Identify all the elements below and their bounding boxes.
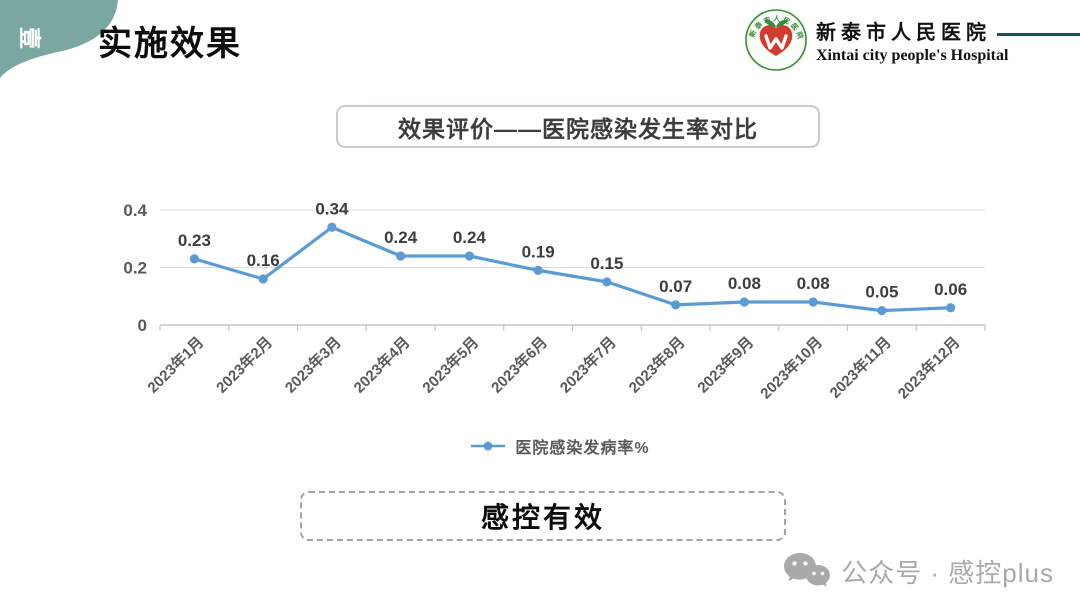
x-category-label: 2023年6月 bbox=[488, 333, 551, 396]
data-point bbox=[671, 300, 681, 310]
section-number: 壹 bbox=[17, 27, 42, 49]
chart-area: 0 0.2 0.4 0.23 0.16 0.34 0.24 0.24 0.19 0.15 0.07 0… bbox=[110, 180, 1010, 430]
data-point bbox=[258, 274, 268, 284]
x-category-label: 2023年11月 bbox=[826, 333, 895, 402]
data-label: 0.07 bbox=[659, 277, 692, 296]
legend-line-marker-icon bbox=[471, 441, 506, 451]
header-rule bbox=[997, 33, 1080, 36]
data-point bbox=[189, 254, 199, 264]
x-category-label: 2023年7月 bbox=[556, 333, 619, 396]
x-category-label: 2023年12月 bbox=[894, 333, 963, 402]
data-point bbox=[396, 251, 406, 261]
y-tick-label: 0 bbox=[138, 316, 147, 335]
chart-legend: 医院感染发病率% bbox=[110, 434, 1010, 458]
conclusion-box: 感控有效 bbox=[300, 491, 786, 541]
data-point bbox=[808, 297, 818, 307]
x-category-label: 2023年9月 bbox=[694, 333, 757, 396]
data-point bbox=[877, 306, 887, 316]
hospital-name-en: Xintai city people's Hospital bbox=[816, 46, 1009, 64]
infection-rate-line-chart: 0 0.2 0.4 0.23 0.16 0.34 0.24 0.24 0.19 0.15 0.07 0… bbox=[123, 199, 986, 402]
corner-tab-shape bbox=[0, 0, 118, 78]
watermark-text: 公众号 · 感控plus bbox=[841, 557, 1054, 588]
section-corner-tab: 壹 bbox=[0, 0, 118, 78]
data-point bbox=[464, 251, 474, 261]
data-label: 0.23 bbox=[178, 231, 211, 250]
data-point bbox=[327, 222, 337, 232]
data-label: 0.24 bbox=[384, 228, 418, 247]
x-category-label: 2023年5月 bbox=[419, 333, 482, 396]
x-category-label: 2023年4月 bbox=[350, 333, 413, 396]
logo-leaf-right bbox=[776, 19, 788, 27]
data-point bbox=[739, 297, 749, 307]
data-label: 0.34 bbox=[315, 199, 349, 218]
hospital-name-block: 新泰市人民医院 Xintai city people's Hospital bbox=[816, 16, 1008, 65]
x-category-label: 2023年1月 bbox=[144, 333, 207, 396]
data-point bbox=[946, 303, 956, 313]
data-point bbox=[602, 277, 612, 287]
watermark: 公众号 · 感控plus bbox=[783, 551, 1054, 591]
hospital-name-cn: 新泰市人民医院 bbox=[816, 21, 991, 44]
x-category-label: 2023年8月 bbox=[625, 333, 688, 396]
data-label: 0.08 bbox=[797, 274, 830, 293]
legend-label: 医院感染发病率% bbox=[515, 440, 650, 457]
data-label: 0.15 bbox=[590, 254, 623, 273]
x-category-label: 2023年10月 bbox=[757, 333, 826, 402]
y-tick-label: 0.2 bbox=[123, 259, 147, 278]
logo-w-mark bbox=[764, 34, 788, 50]
page-title: 实施效果 bbox=[98, 25, 242, 63]
data-label: 0.16 bbox=[247, 251, 280, 270]
data-label: 0.19 bbox=[522, 242, 555, 261]
y-tick-label: 0.4 bbox=[123, 201, 147, 220]
series-line bbox=[192, 225, 953, 313]
x-category-label: 2023年3月 bbox=[281, 333, 344, 396]
data-label: 0.05 bbox=[865, 283, 898, 302]
data-label: 0.24 bbox=[453, 228, 487, 247]
data-point bbox=[533, 265, 543, 275]
data-label: 0.06 bbox=[934, 280, 967, 299]
logo-leaf-left bbox=[764, 19, 776, 27]
chart-title-box: 效果评价——医院感染发生率对比 bbox=[336, 105, 820, 148]
hospital-logo-icon: 新泰市人民医院 bbox=[745, 9, 807, 71]
x-category-label: 2023年2月 bbox=[213, 333, 276, 396]
wechat-icon bbox=[784, 553, 831, 587]
data-label: 0.08 bbox=[728, 274, 761, 293]
hospital-brand: 新泰市人民医院 新泰市人民医院 Xintai city people's Hos… bbox=[744, 8, 1008, 72]
